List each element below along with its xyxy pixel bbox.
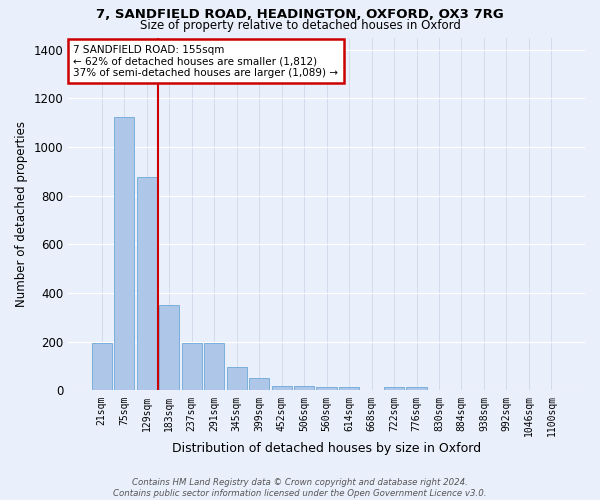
- Bar: [294, 386, 314, 390]
- Bar: [159, 306, 179, 390]
- Y-axis label: Number of detached properties: Number of detached properties: [15, 121, 28, 307]
- Bar: [316, 387, 337, 390]
- Text: 7 SANDFIELD ROAD: 155sqm
← 62% of detached houses are smaller (1,812)
37% of sem: 7 SANDFIELD ROAD: 155sqm ← 62% of detach…: [73, 44, 338, 78]
- Bar: [272, 386, 292, 390]
- Bar: [227, 367, 247, 390]
- Bar: [384, 387, 404, 390]
- Bar: [182, 344, 202, 390]
- Bar: [339, 387, 359, 390]
- Text: Size of property relative to detached houses in Oxford: Size of property relative to detached ho…: [140, 18, 460, 32]
- Bar: [204, 344, 224, 390]
- Text: Contains HM Land Registry data © Crown copyright and database right 2024.
Contai: Contains HM Land Registry data © Crown c…: [113, 478, 487, 498]
- Bar: [114, 117, 134, 390]
- Bar: [249, 378, 269, 390]
- Bar: [406, 387, 427, 390]
- Text: 7, SANDFIELD ROAD, HEADINGTON, OXFORD, OX3 7RG: 7, SANDFIELD ROAD, HEADINGTON, OXFORD, O…: [96, 8, 504, 20]
- X-axis label: Distribution of detached houses by size in Oxford: Distribution of detached houses by size …: [172, 442, 481, 455]
- Bar: [137, 176, 157, 390]
- Bar: [92, 342, 112, 390]
